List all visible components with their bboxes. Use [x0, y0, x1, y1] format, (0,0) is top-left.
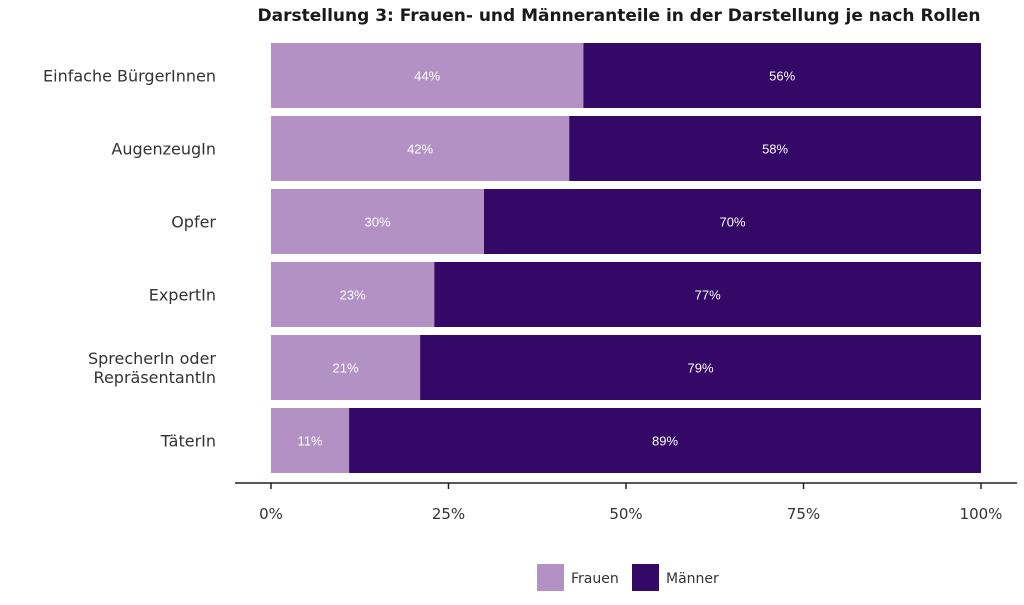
data-label: 89%	[652, 434, 678, 449]
category-labels: Einfache BürgerInnen AugenzeugIn Opfer Expe…	[43, 67, 216, 451]
bar-frauen	[271, 408, 350, 473]
category-label: SprecherIn oder	[88, 349, 216, 368]
x-tick-label: 100%	[960, 505, 1003, 523]
data-label: 58%	[762, 142, 788, 157]
bar-maenner	[434, 262, 981, 327]
x-tick-label: 0%	[259, 505, 283, 523]
data-label: 30%	[364, 215, 390, 230]
bar-maenner	[420, 335, 982, 400]
data-label: 79%	[688, 361, 714, 376]
bar-frauen	[271, 116, 570, 181]
legend-label-maenner: Männer	[666, 571, 719, 587]
x-tick-label: 75%	[787, 505, 820, 523]
category-label: AugenzeugIn	[111, 140, 216, 159]
legend-label-frauen: Frauen	[571, 571, 619, 587]
category-label: Opfer	[171, 213, 216, 232]
category-label: TäterIn	[160, 432, 216, 451]
data-label: 23%	[340, 288, 366, 303]
data-label: 42%	[407, 142, 433, 157]
data-label: 21%	[333, 361, 359, 376]
chart-title: Darstellung 3: Frauen- und Männeranteile…	[258, 6, 981, 26]
data-label: 70%	[719, 215, 745, 230]
bar-maenner	[583, 43, 981, 108]
x-axis: 0% 25% 50% 75% 100%	[235, 482, 1017, 523]
bar-maenner	[484, 189, 981, 254]
category-label: ExpertIn	[149, 286, 216, 305]
bar-maenner	[349, 408, 982, 473]
bar-frauen	[271, 43, 584, 108]
legend-swatch-frauen	[537, 564, 564, 591]
category-label: Einfache BürgerInnen	[43, 67, 216, 86]
data-label: 56%	[769, 69, 795, 84]
bars-group: 44% 56% 42% 58% 30% 70% 23% 77% 21% 79% 11% 89%	[271, 43, 982, 473]
legend: Frauen Männer	[537, 564, 719, 591]
category-label: RepräsentantIn	[94, 368, 216, 387]
data-label: 77%	[695, 288, 721, 303]
data-label: 11%	[298, 434, 323, 449]
data-label: 44%	[414, 69, 440, 84]
bar-frauen	[271, 335, 421, 400]
bar-frauen	[271, 262, 435, 327]
x-tick-label: 50%	[609, 505, 642, 523]
x-tick-label: 25%	[432, 505, 465, 523]
legend-swatch-maenner	[632, 564, 659, 591]
bar-maenner	[569, 116, 981, 181]
bar-frauen	[271, 189, 484, 254]
